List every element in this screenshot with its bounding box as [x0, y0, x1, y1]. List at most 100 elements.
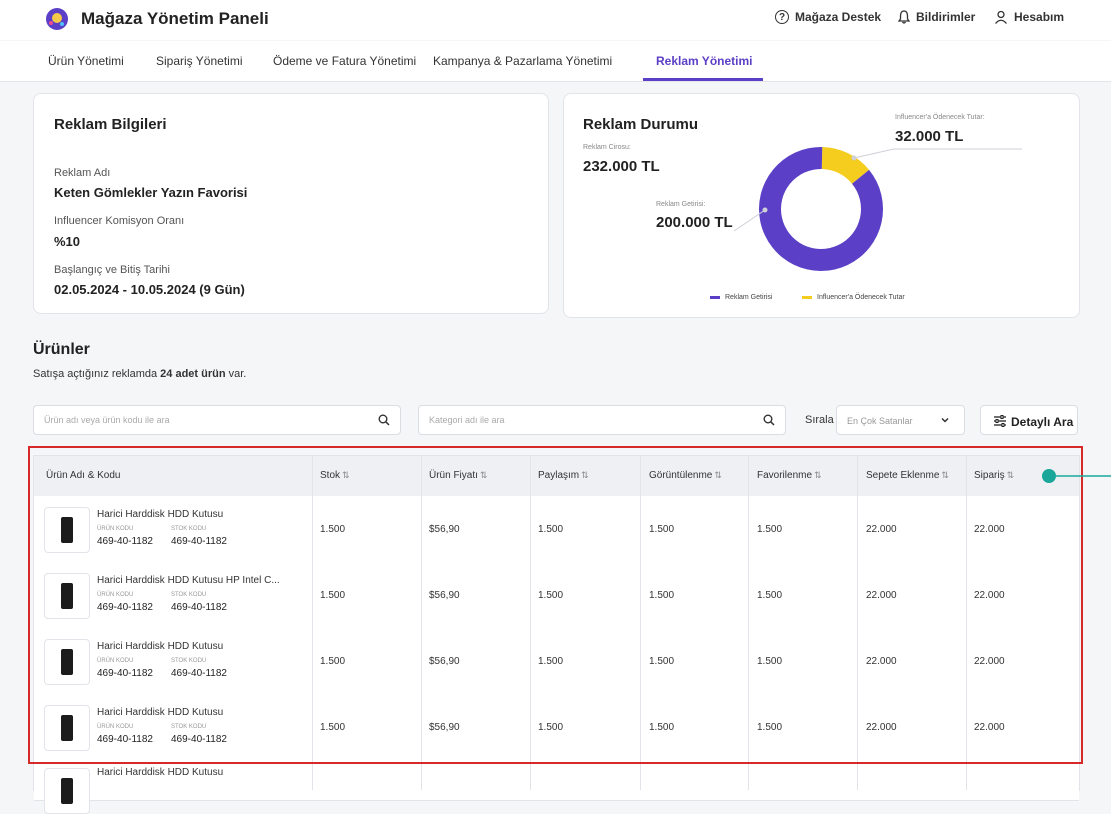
cell-cart: 22.000 [866, 524, 897, 535]
top-bar: Mağaza Yönetim Paneli ? Mağaza Destek Bi… [0, 0, 1111, 40]
cell-orders: 22.000 [974, 656, 1005, 667]
product-name[interactable]: Harici Harddisk HDD Kutusu [97, 509, 224, 520]
product-thumbnail [44, 573, 90, 619]
notifications-link[interactable]: Bildirimler [898, 10, 975, 24]
sort-arrows-icon: ⇅ [1006, 470, 1015, 480]
product-name[interactable]: Harici Harddisk HDD Kutusu [97, 707, 224, 718]
tab-ad-management[interactable]: Reklam Yönetimi [656, 54, 753, 68]
product-code: 469-40-1182 [97, 668, 153, 679]
cell-favorites: 1.500 [757, 722, 783, 733]
store-logo-icon [46, 8, 68, 30]
active-tab-indicator [643, 78, 763, 81]
table-row[interactable]: Harici Harddisk HDD Kutusu ÜRÜN KODU STOK … [34, 628, 1079, 695]
hdd-image [61, 583, 73, 609]
ad-status-donut-chart [733, 147, 1022, 271]
tab-product-management[interactable]: Ürün Yönetimi [48, 54, 124, 68]
legend-label-influencer: Influencer'a Ödenecek Tutar [817, 294, 905, 301]
donut-segment-influencer[interactable] [821, 147, 870, 184]
table-row[interactable]: Harici Harddisk HDD Kutusu ÜRÜN KODU STOK … [34, 496, 1079, 563]
products-count: 24 adet ürün [160, 368, 226, 380]
cell-cart: 22.000 [866, 590, 897, 601]
chevron-down-icon [941, 417, 949, 423]
product-thumbnail [44, 639, 90, 685]
product-thumbnail [44, 768, 90, 814]
product-name[interactable]: Harici Harddisk HDD Kutusu [97, 767, 224, 778]
influencer-leader-line [853, 148, 895, 159]
col-header-stock-label: Stok [320, 470, 341, 481]
stock-code: 469-40-1182 [171, 602, 227, 613]
influencer-amount-value: 32.000 TL [895, 128, 964, 145]
cell-orders: 22.000 [974, 722, 1005, 733]
category-search-input[interactable] [427, 414, 731, 426]
category-search-box [418, 405, 786, 435]
col-header-favorites[interactable]: Favorilenme ⇅ [757, 470, 822, 481]
sort-arrows-icon: ⇅ [581, 470, 589, 480]
product-search-box [33, 405, 401, 435]
cell-price: $56,90 [429, 524, 460, 535]
ad-name-value: Keten Gömlekler Yazın Favorisi [54, 185, 248, 200]
sort-select[interactable]: En Çok Satanlar [836, 405, 965, 435]
cell-views: 1.500 [649, 524, 675, 535]
sort-arrows-icon: ⇅ [941, 470, 949, 480]
cell-views: 1.500 [649, 590, 675, 601]
sort-select-value: En Çok Satanlar [847, 416, 913, 426]
table-row[interactable]: Harici Harddisk HDD Kutusu ÜRÜN KODU STOK … [34, 694, 1079, 761]
support-link[interactable]: ? Mağaza Destek [775, 10, 881, 24]
detailed-search-button[interactable]: Detaylı Ara [980, 405, 1078, 435]
col-header-stock[interactable]: Stok ⇅ [320, 470, 350, 481]
commission-label: Influencer Komisyon Oranı [54, 215, 185, 227]
ad-return-label: Reklam Getirisi: [656, 201, 706, 208]
cell-views: 1.500 [649, 722, 675, 733]
col-header-product-label: Ürün Adı & Kodu [46, 470, 121, 481]
product-code: 469-40-1182 [97, 536, 153, 547]
stock-code: 469-40-1182 [171, 734, 227, 745]
column-divider [530, 456, 531, 790]
product-code: 469-40-1182 [97, 734, 153, 745]
product-search-input[interactable] [42, 414, 346, 426]
product-code-label: ÜRÜN KODU [97, 724, 134, 730]
hdd-image [61, 778, 73, 804]
product-code: 469-40-1182 [97, 602, 153, 613]
products-subtitle-post: var. [225, 368, 247, 380]
col-header-views[interactable]: Görüntülenme ⇅ [649, 470, 722, 481]
main-nav: Ürün Yönetimi Sipariş Yönetimi Ödeme ve … [0, 41, 1111, 82]
tab-payment-invoice[interactable]: Ödeme ve Fatura Yönetimi [273, 54, 417, 68]
col-header-orders[interactable]: Sipariş ⇅ [974, 470, 1014, 481]
cell-favorites: 1.500 [757, 656, 783, 667]
sort-arrows-icon: ⇅ [479, 470, 488, 480]
ad-info-card: Reklam Bilgileri Reklam Adı Keten Gömlek… [33, 93, 549, 314]
help-icon: ? [775, 10, 789, 24]
products-subtitle-pre: Satışa açtığınız reklamda [33, 368, 161, 380]
tab-order-management[interactable]: Sipariş Yönetimi [156, 54, 243, 68]
ad-status-card: Reklam Durumu Reklam Cirosu: 232.000 TL … [563, 93, 1080, 318]
cell-stock: 1.500 [320, 656, 346, 667]
hdd-image [61, 649, 73, 675]
col-header-price[interactable]: Ürün Fiyatı ⇅ [429, 470, 487, 481]
col-header-cart[interactable]: Sepete Eklenme ⇅ [866, 470, 949, 481]
return-leader-line [733, 209, 766, 232]
table-row[interactable]: Harici Harddisk HDD Kutusu [34, 760, 1079, 814]
col-header-orders-label: Sipariş [974, 470, 1005, 481]
legend-item-influencer: Influencer'a Ödenecek Tutar [802, 294, 905, 301]
cell-stock: 1.500 [320, 722, 346, 733]
product-name[interactable]: Harici Harddisk HDD Kutusu HP Intel C... [97, 575, 280, 586]
cell-share: 1.500 [538, 656, 564, 667]
donut-segment-return[interactable] [759, 147, 883, 271]
tab-campaign-marketing[interactable]: Kampanya & Pazarlama Yönetimi [433, 54, 613, 68]
hdd-image [61, 715, 73, 741]
col-header-share[interactable]: Paylaşım ⇅ [538, 470, 589, 481]
ad-info-title: Reklam Bilgileri [54, 116, 167, 133]
products-subtitle: Satışa açtığınız reklamda 24 adet ürün v… [33, 368, 246, 380]
cell-orders: 22.000 [974, 524, 1005, 535]
stock-code-label: STOK KODU [171, 526, 207, 532]
date-value: 02.05.2024 - 10.05.2024 (9 Gün) [54, 282, 245, 297]
table-row[interactable]: Harici Harddisk HDD Kutusu HP Intel C...… [34, 562, 1079, 629]
legend-item-return: Reklam Getirisi [710, 294, 772, 301]
bell-icon [898, 10, 910, 24]
stock-code-label: STOK KODU [171, 592, 207, 598]
account-link[interactable]: Hesabım [994, 10, 1064, 24]
product-name[interactable]: Harici Harddisk HDD Kutusu [97, 641, 224, 652]
search-icon[interactable] [763, 414, 775, 426]
search-icon[interactable] [378, 414, 390, 426]
sort-arrows-icon: ⇅ [714, 470, 722, 480]
